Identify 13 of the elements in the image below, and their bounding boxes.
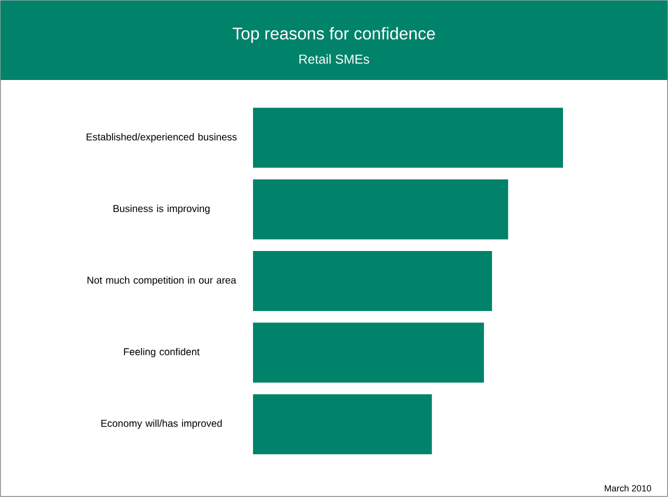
bar — [253, 322, 484, 383]
bar — [253, 394, 432, 454]
bar — [253, 179, 508, 240]
y-tick-label: Not much competition in our area — [88, 276, 236, 286]
chart-title: Top reasons for confidence — [232, 27, 435, 43]
y-tick-label: Business is improving — [114, 204, 210, 214]
text: March 2010 — [604, 484, 652, 492]
bar — [253, 250, 492, 311]
y-tick-label: Feeling confident — [124, 348, 200, 358]
chart-subtitle: Retail SMEs — [299, 54, 370, 64]
bar — [253, 108, 564, 168]
y-tick-label: Established/experienced business — [86, 133, 237, 142]
y-tick-label: Economy will/has improved — [101, 420, 222, 429]
